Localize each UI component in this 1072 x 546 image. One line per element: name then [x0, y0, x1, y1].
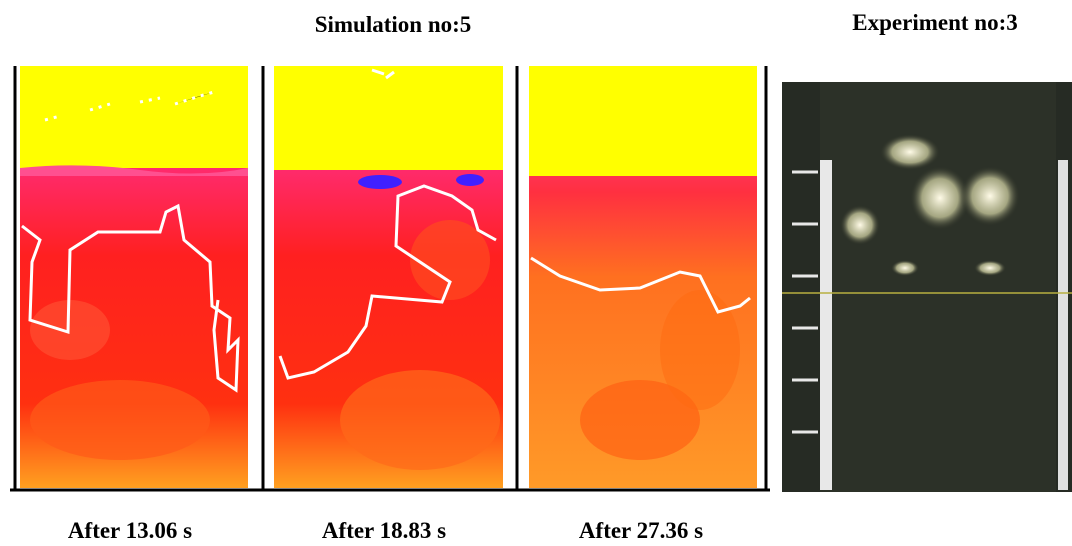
caption: After 13.06 s [68, 518, 192, 543]
caption: After 18.83 s [322, 518, 446, 543]
walls [10, 66, 770, 492]
simulation-panel [529, 66, 757, 488]
simulation-panel [274, 66, 503, 488]
caption: After 27.36 s [579, 518, 703, 543]
simulation-panel [20, 66, 248, 488]
simulation-title: Simulation no:5 [315, 12, 472, 37]
experiment-title: Experiment no:3 [852, 10, 1017, 35]
experiment-photo [782, 82, 1072, 492]
